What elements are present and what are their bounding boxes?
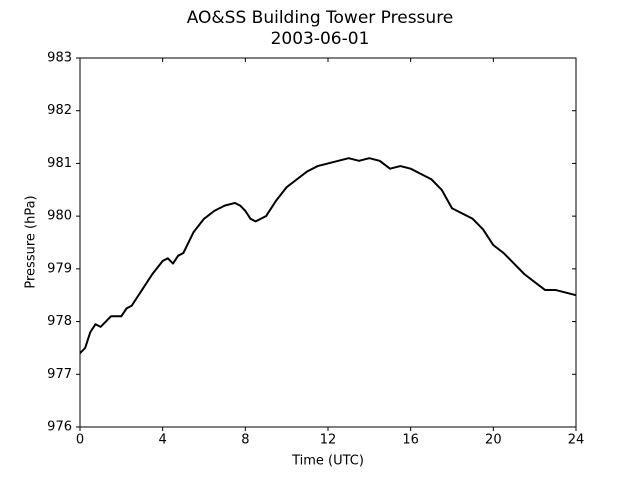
y-tick-label: 983 <box>47 51 72 66</box>
x-tick-label: 12 <box>320 433 337 448</box>
y-tick-label: 979 <box>47 261 72 276</box>
x-tick-label: 0 <box>76 433 84 448</box>
x-tick-label: 4 <box>159 433 167 448</box>
chart-subtitle: 2003-06-01 <box>271 29 370 49</box>
plot-frame <box>79 57 577 428</box>
y-tick-label: 982 <box>47 103 72 118</box>
chart-title: AO&SS Building Tower Pressure <box>187 8 454 28</box>
x-tick-label: 8 <box>241 433 249 448</box>
x-tick-label: 16 <box>402 433 419 448</box>
y-axis-label: Pressure (hPa) <box>24 195 39 288</box>
y-tick-label: 976 <box>47 420 72 435</box>
y-tick-label: 980 <box>47 209 72 224</box>
x-tick-label: 20 <box>485 433 502 448</box>
x-tick-label: 24 <box>568 433 585 448</box>
x-axis-label: Time (UTC) <box>291 454 364 469</box>
line-series <box>79 157 577 354</box>
y-tick-label: 978 <box>47 314 72 329</box>
y-tick-label: 977 <box>47 367 72 382</box>
y-tick-label: 981 <box>47 156 72 171</box>
